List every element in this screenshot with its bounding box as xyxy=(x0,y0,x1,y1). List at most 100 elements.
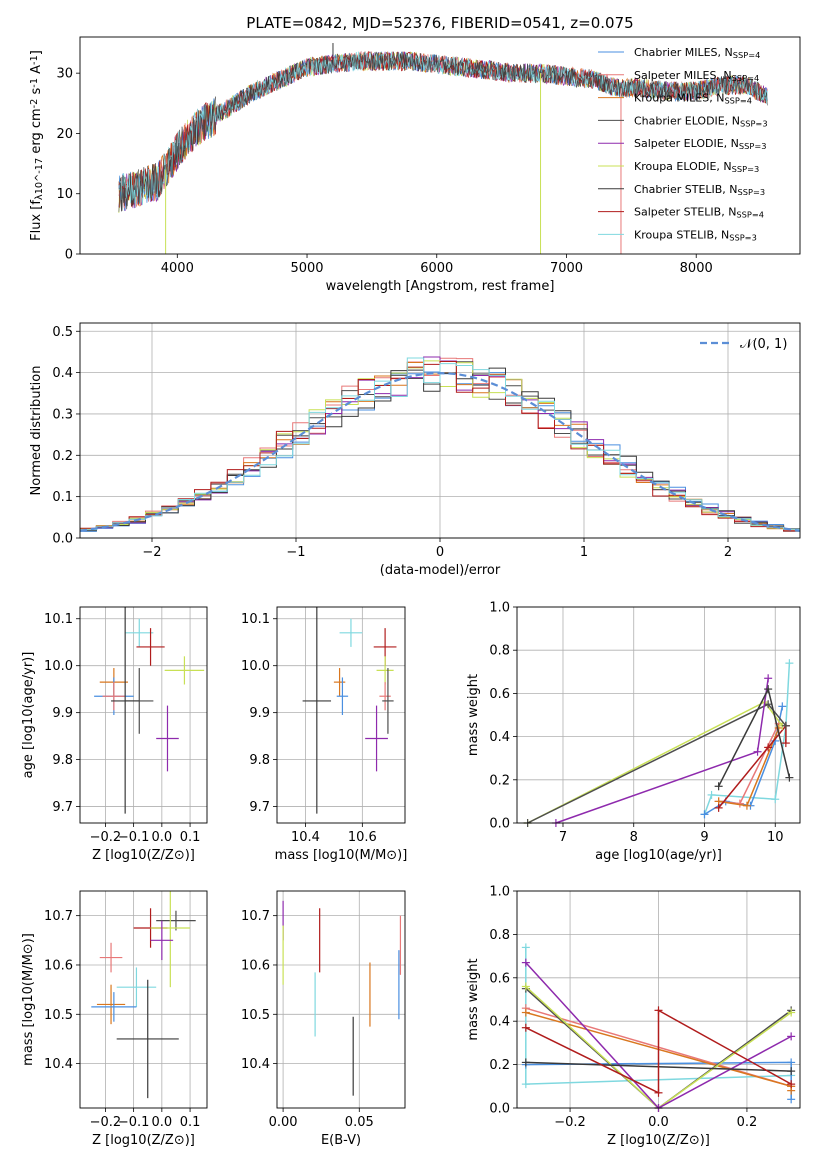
x-tick-label: 10.4 xyxy=(291,830,320,845)
spectrum-line-kroupa-stelib xyxy=(118,51,768,208)
x-tick-label: 0.05 xyxy=(345,1115,374,1130)
mass-vs-ebv-panel: 0.00 0.05 10.4 10.5 10.6 10.7 E(B-V) xyxy=(241,890,406,1148)
x-tick-label: −1 xyxy=(286,545,305,560)
legend-entry: Kroupa MILES, NSSP=4 xyxy=(634,92,752,106)
x-tick-label: 7000 xyxy=(550,261,583,276)
x-tick-label: 8000 xyxy=(680,261,713,276)
legend-entry: Salpeter STELIB, NSSP=4 xyxy=(634,206,764,220)
weight-line-salpeter-stelib xyxy=(525,1009,792,1095)
normal-curve xyxy=(79,371,801,532)
y-tick-label: 10.7 xyxy=(44,909,73,924)
x-tick-label: 0.0 xyxy=(152,830,173,845)
histogram-salpeter-elodie xyxy=(80,356,800,531)
x-axis-label: Z [log10(Z/Z⊙)] xyxy=(92,848,195,863)
y-tick-label: 9.9 xyxy=(249,706,270,721)
axes-frame xyxy=(276,606,406,824)
y-tick-label: 9.8 xyxy=(249,753,270,768)
legend-entry: Kroupa STELIB, NSSP=3 xyxy=(634,228,757,242)
axes-frame xyxy=(79,36,801,255)
x-tick-label: −0.2 xyxy=(554,1115,586,1130)
x-tick-label: 0.1 xyxy=(180,1115,201,1130)
x-tick-label: 0.0 xyxy=(648,1115,669,1130)
x-tick-label: −0.2 xyxy=(90,830,122,845)
y-tick-label: 0.8 xyxy=(489,928,510,943)
x-tick-label: 7 xyxy=(559,830,567,845)
y-tick-label: 10.1 xyxy=(241,612,270,627)
x-tick-label: 2 xyxy=(724,545,732,560)
y-axis-label: mass weight xyxy=(466,958,481,1040)
y-tick-label: 10.7 xyxy=(241,909,270,924)
y-tick-label: 0.2 xyxy=(489,1058,510,1073)
x-tick-label: 9 xyxy=(700,830,708,845)
y-tick-label: 0.2 xyxy=(52,449,73,464)
legend-entry: 𝒩(0, 1) xyxy=(740,337,787,352)
y-tick-label: 0.1 xyxy=(52,490,73,505)
x-tick-label: −2 xyxy=(142,545,161,560)
legend-entry: Kroupa ELODIE, NSSP=3 xyxy=(634,160,759,174)
y-tick-label: 9.7 xyxy=(52,800,73,815)
y-tick-label: 10.4 xyxy=(44,1057,73,1072)
x-tick-label: −0.2 xyxy=(90,1115,122,1130)
x-tick-label: 0 xyxy=(436,545,444,560)
y-tick-label: 9.9 xyxy=(52,706,73,721)
y-tick-label: 0.0 xyxy=(52,532,73,547)
axes-frame xyxy=(276,890,406,1109)
x-tick-label: 0.2 xyxy=(737,1115,758,1130)
legend-entry: Chabrier MILES, NSSP=4 xyxy=(634,46,760,60)
mass-weight-vs-Z-panel: −0.2 0.0 0.2 0.0 0.2 0.4 0.6 0.8 1.0 Z [log10(Z/Z… xyxy=(466,885,801,1148)
legend-entry: Salpeter MILES, NSSP=4 xyxy=(634,69,759,83)
y-tick-label: 0.2 xyxy=(489,773,510,788)
x-tick-label: −0.1 xyxy=(118,1115,150,1130)
weight-line-salpeter-miles xyxy=(718,723,780,805)
axes-frame xyxy=(79,606,208,824)
y-tick-label: 10.1 xyxy=(44,612,73,627)
y-tick-label: 10.0 xyxy=(44,659,73,674)
y-tick-label: 0.6 xyxy=(489,971,510,986)
x-axis-label: mass [log10(M/M⊙)] xyxy=(275,848,408,863)
x-axis-label: wavelength [Angstrom, rest frame] xyxy=(326,279,555,294)
x-tick-label: 8 xyxy=(630,830,638,845)
y-tick-label: 0 xyxy=(65,248,73,263)
spectrum-line-chabrier-elodie xyxy=(118,50,768,211)
y-tick-label: 0.5 xyxy=(52,325,73,340)
y-tick-label: 10.0 xyxy=(241,659,270,674)
y-tick-label: 0.4 xyxy=(489,730,510,745)
weight-line-salpeter-stelib xyxy=(718,723,787,809)
y-tick-label: 20 xyxy=(56,127,73,142)
x-tick-label: 1 xyxy=(580,545,588,560)
residuals-panel: −2 −1 0 1 2 0.0 0.1 0.2 0.3 0.4 0.5 (data-model)/er… xyxy=(29,322,801,578)
axes-frame xyxy=(516,606,801,824)
y-tick-label: 10.5 xyxy=(241,1008,270,1023)
x-axis-label: age [log10(age/yr)] xyxy=(595,848,722,863)
x-axis-label: Z [log10(Z/Z⊙)] xyxy=(92,1133,195,1148)
x-tick-label: 4000 xyxy=(161,261,194,276)
weight-line-kroupa-miles xyxy=(718,727,780,807)
x-axis-label: (data-model)/error xyxy=(380,563,501,578)
y-tick-label: 0.6 xyxy=(489,687,510,702)
x-tick-label: 10 xyxy=(767,830,784,845)
axes-frame xyxy=(516,890,801,1109)
x-tick-label: 10.6 xyxy=(348,830,377,845)
y-tick-label: 9.7 xyxy=(249,800,270,815)
x-tick-label: 0.1 xyxy=(180,830,201,845)
x-tick-label: 0.0 xyxy=(152,1115,173,1130)
mass-weight-vs-age-panel: 7 8 9 10 0.0 0.2 0.4 0.6 0.8 1.0 age [log10(age/yr… xyxy=(466,601,801,863)
y-tick-label: 1.0 xyxy=(489,885,510,900)
axes-frame xyxy=(79,322,801,539)
y-tick-label: 0.4 xyxy=(52,366,73,381)
age-vs-mass-panel: 10.4 10.6 9.7 9.8 9.9 10.0 10.1 mass [log10(M/M… xyxy=(241,606,408,863)
x-axis-label: Z [log10(Z/Z⊙)] xyxy=(607,1133,710,1148)
y-tick-label: 30 xyxy=(56,67,73,82)
spectrum-panel: 4000 5000 6000 7000 8000 0 10 20 30 wavelength [A… xyxy=(29,36,801,294)
y-axis-label: Normed distribution xyxy=(29,366,44,496)
x-axis-label: E(B-V) xyxy=(321,1133,361,1148)
x-tick-label: −0.1 xyxy=(118,830,150,845)
figure-title: PLATE=0842, MJD=52376, FIBERID=0541, z=0… xyxy=(246,14,633,32)
y-tick-label: 10.6 xyxy=(241,958,270,973)
legend-entry: Salpeter ELODIE, NSSP=3 xyxy=(634,137,767,151)
y-tick-label: 0.3 xyxy=(52,407,73,422)
x-tick-label: 6000 xyxy=(420,261,453,276)
y-tick-label: 0.0 xyxy=(489,817,510,832)
y-tick-label: 1.0 xyxy=(489,601,510,616)
